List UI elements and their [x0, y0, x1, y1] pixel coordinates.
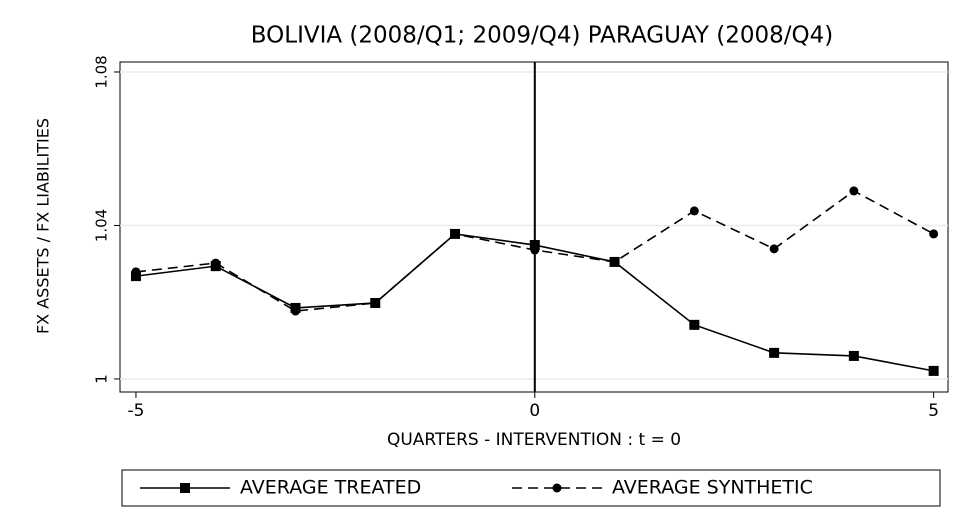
- y-tick-label: 1.04: [93, 209, 111, 242]
- marker: [131, 267, 141, 277]
- x-tick-label: -5: [127, 401, 144, 421]
- marker: [450, 229, 460, 239]
- marker: [689, 206, 699, 216]
- marker: [290, 306, 300, 316]
- marker: [211, 258, 221, 268]
- x-tick-label: 0: [529, 401, 540, 421]
- marker: [928, 365, 939, 376]
- marker: [552, 483, 562, 493]
- marker: [769, 244, 779, 254]
- marker: [370, 298, 380, 308]
- marker: [610, 257, 620, 267]
- marker: [769, 347, 780, 358]
- marker: [529, 240, 540, 251]
- marker: [530, 245, 540, 255]
- legend-label: AVERAGE TREATED: [240, 477, 421, 499]
- chart-title: BOLIVIA (2008/Q1; 2009/Q4) PARAGUAY (200…: [251, 23, 833, 49]
- marker: [180, 483, 190, 493]
- y-axis-label: FX ASSETS / FX LIABILITIES: [34, 118, 53, 334]
- marker: [929, 229, 939, 239]
- legend: AVERAGE TREATED AVERAGE SYNTHETIC: [121, 469, 941, 507]
- marker: [849, 186, 859, 196]
- marker: [848, 350, 859, 361]
- marker: [689, 319, 700, 330]
- legend-label: AVERAGE SYNTHETIC: [612, 477, 813, 499]
- y-tick-label: 1: [93, 374, 111, 384]
- y-tick-label: 1.08: [93, 55, 111, 88]
- x-axis-label: QUARTERS - INTERVENTION : t = 0: [387, 430, 681, 450]
- x-tick-label: 5: [928, 401, 939, 421]
